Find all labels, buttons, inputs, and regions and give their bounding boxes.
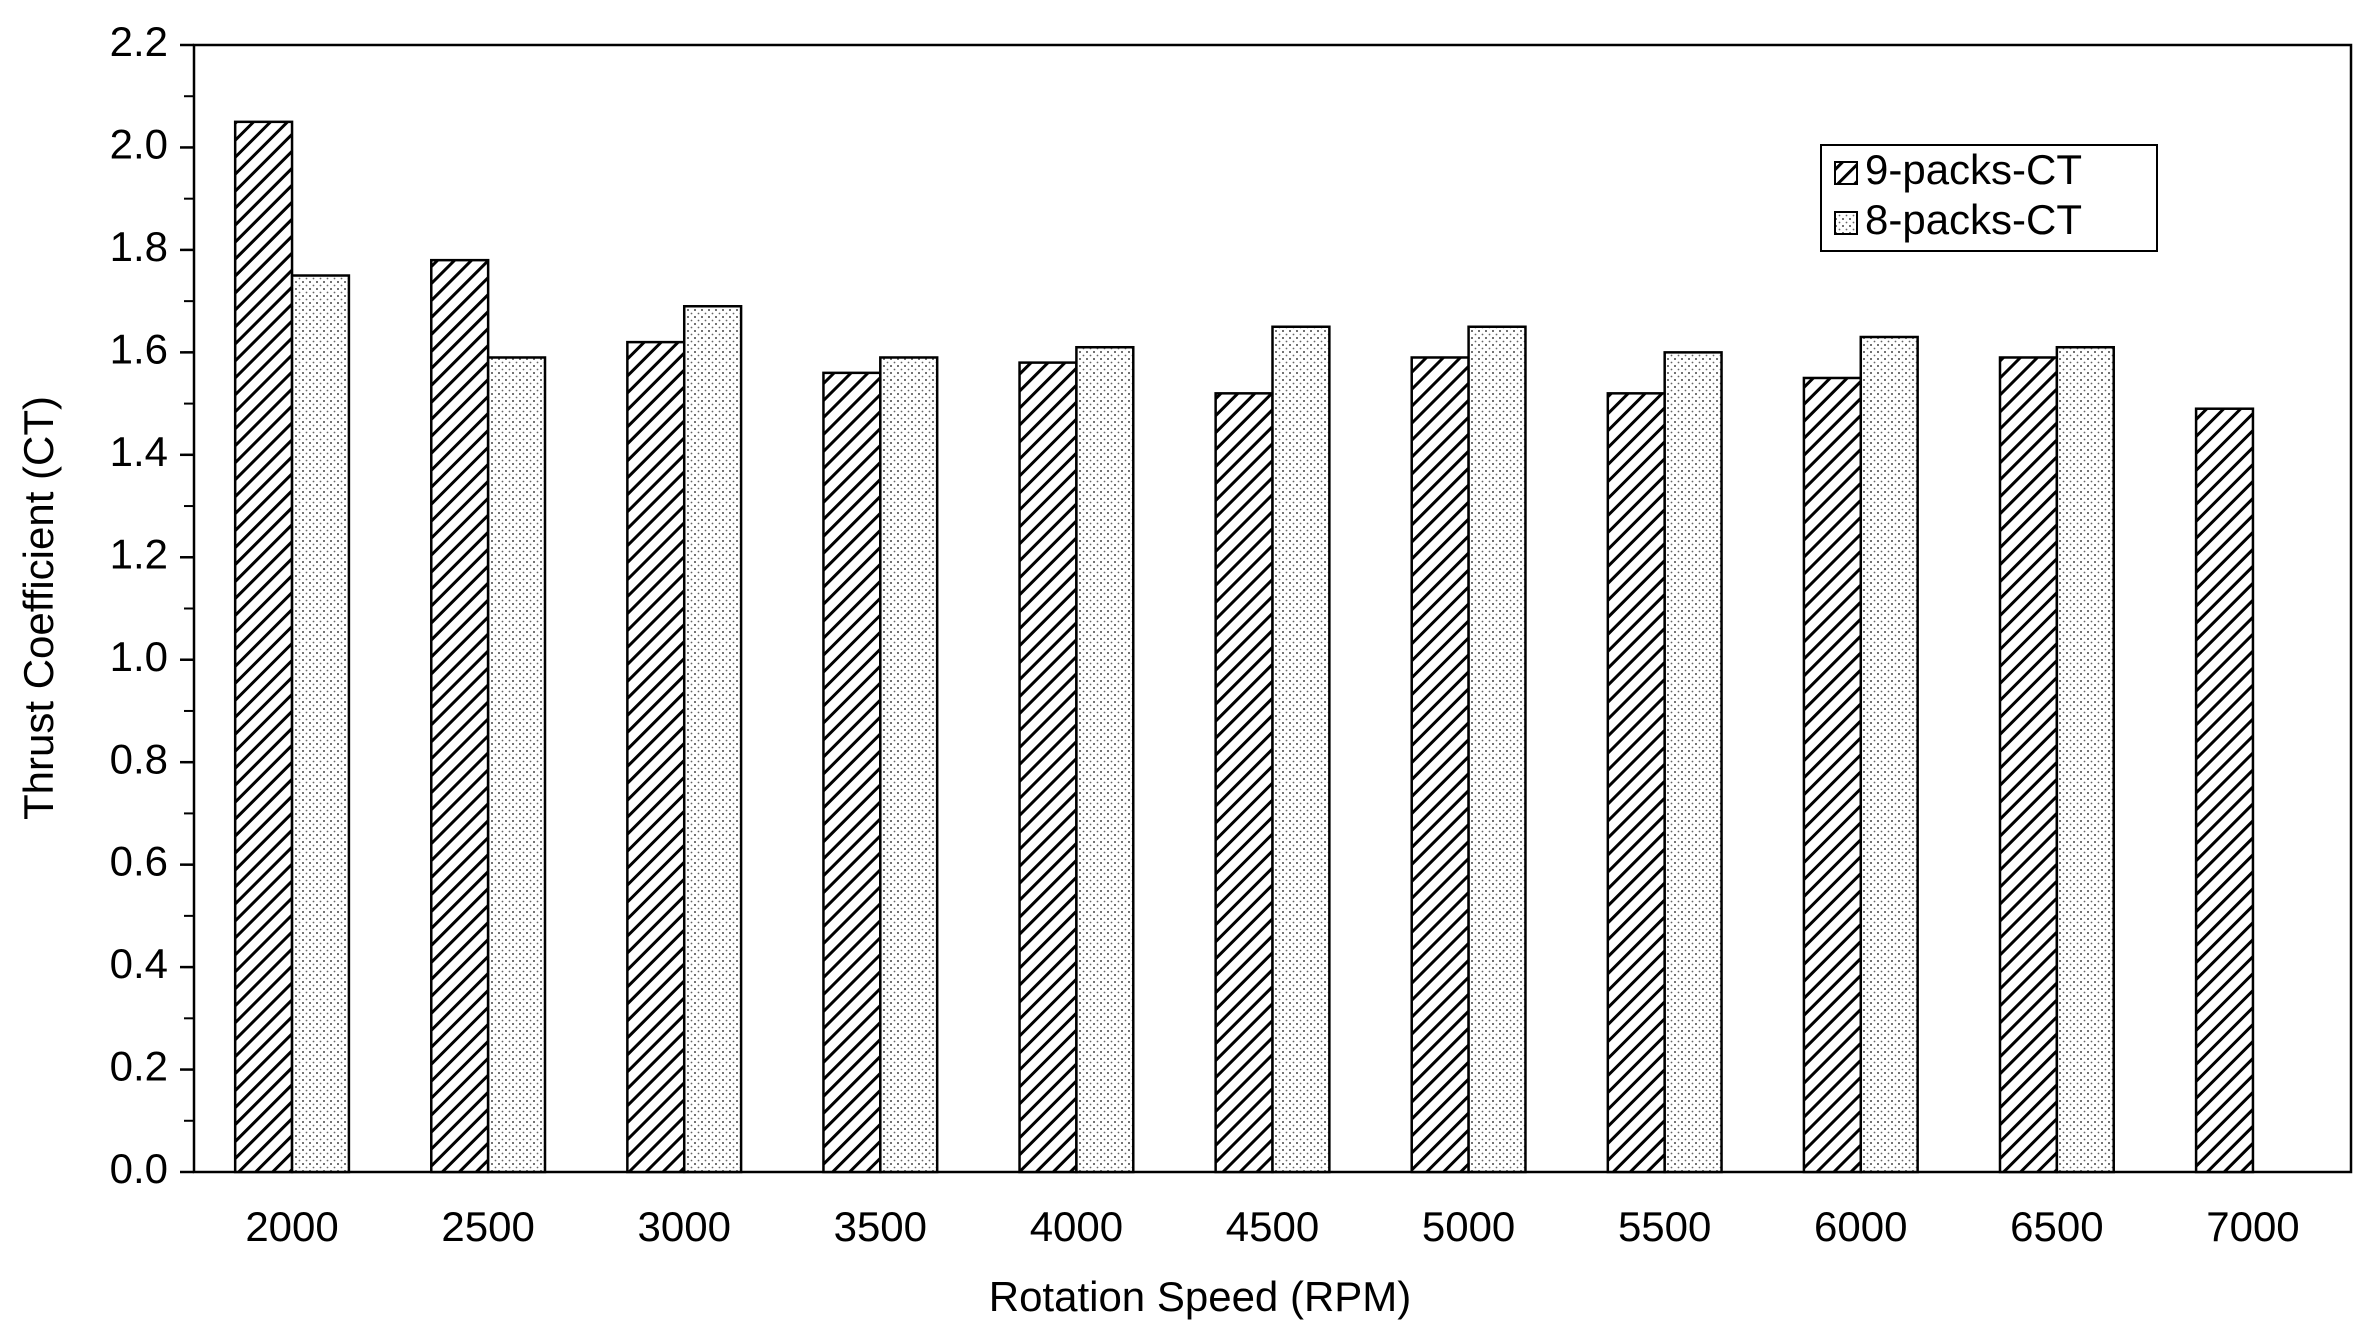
- y-tick-label: 2.2: [110, 18, 168, 65]
- bar: [822, 371, 882, 1174]
- bar: [430, 258, 490, 1174]
- legend-label: 8-packs-CT: [1865, 196, 2082, 243]
- legend-box: [1820, 144, 2158, 252]
- bar: [1663, 351, 1723, 1174]
- x-axis-title: Rotation Speed (RPM): [989, 1273, 1412, 1320]
- x-tick-label: 2500: [441, 1203, 534, 1250]
- bar: [1018, 361, 1078, 1174]
- x-tick-label: 5500: [1618, 1203, 1711, 1250]
- x-tick-label: 6500: [2010, 1203, 2103, 1250]
- bar: [290, 274, 351, 1174]
- legend-label: 9-packs-CT: [1865, 146, 2082, 193]
- bar: [1802, 376, 1863, 1174]
- x-tick-label: 2000: [245, 1203, 338, 1250]
- bar: [1271, 325, 1331, 1174]
- bar: [1606, 392, 1666, 1174]
- x-tick-label: 3500: [834, 1203, 927, 1250]
- bar: [682, 305, 743, 1174]
- legend-swatch: [1834, 211, 1858, 235]
- bar: [879, 356, 939, 1174]
- legend-swatch: [1834, 161, 1858, 185]
- bar: [626, 340, 686, 1174]
- y-tick-label: 0.6: [110, 838, 168, 885]
- bar: [1998, 356, 2059, 1174]
- x-tick-label: 4000: [1030, 1203, 1123, 1250]
- x-tick-label: 4500: [1226, 1203, 1319, 1250]
- y-tick-label: 0.0: [110, 1145, 168, 1192]
- y-tick-label: 1.2: [110, 530, 168, 577]
- y-tick-label: 0.2: [110, 1043, 168, 1090]
- x-tick-label: 5000: [1422, 1203, 1515, 1250]
- y-tick-label: 1.8: [110, 223, 168, 270]
- y-tick-label: 0.4: [110, 940, 168, 987]
- bar: [1859, 335, 1919, 1174]
- bar: [486, 356, 547, 1174]
- bar: [1075, 345, 1135, 1174]
- y-tick-label: 1.0: [110, 633, 168, 680]
- bar: [233, 120, 294, 1174]
- x-tick-label: 3000: [638, 1203, 731, 1250]
- y-tick-label: 0.8: [110, 735, 168, 782]
- y-tick-label: 1.4: [110, 428, 168, 475]
- y-tick-label: 1.6: [110, 325, 168, 372]
- bar: [2194, 407, 2255, 1174]
- bar: [1214, 392, 1274, 1174]
- bar: [1467, 325, 1527, 1174]
- bar: [1410, 356, 1470, 1174]
- y-axis-title: Thrust Coefficient (CT): [15, 396, 62, 820]
- x-tick-label: 6000: [1814, 1203, 1907, 1250]
- y-tick-label: 2.0: [110, 121, 168, 168]
- bar: [2055, 345, 2115, 1174]
- x-tick-label: 7000: [2206, 1203, 2299, 1250]
